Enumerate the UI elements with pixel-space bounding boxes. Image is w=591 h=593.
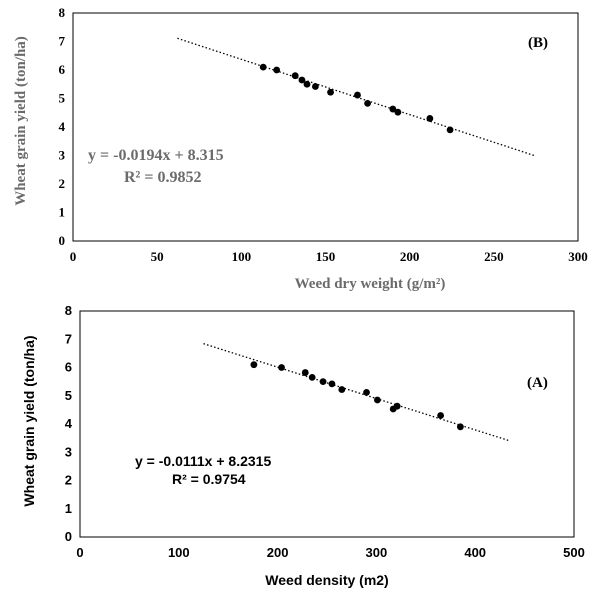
data-point: [328, 380, 336, 388]
x-axis-label: Weed density (m2): [265, 572, 388, 588]
x-tick-label: 300: [366, 545, 388, 560]
panel-label: (A): [527, 375, 548, 391]
x-tick-label: 200: [267, 545, 289, 560]
data-points: [250, 361, 464, 431]
regression-equation: y = -0.0111x + 8.2315: [135, 453, 271, 469]
x-tick-label: 0: [70, 249, 77, 264]
data-point: [259, 63, 267, 71]
x-tick-labels: 0 100 200 300 400 500: [76, 545, 584, 560]
y-tick-label: 0: [59, 233, 66, 248]
data-point: [338, 386, 346, 393]
y-tick-label: 2: [59, 176, 66, 191]
data-point: [426, 115, 434, 122]
data-point: [312, 83, 319, 90]
y-tick-label: 4: [59, 119, 66, 134]
data-point: [250, 361, 258, 369]
data-point: [446, 126, 454, 134]
data-point: [327, 88, 334, 96]
data-point: [363, 388, 370, 396]
data-point: [273, 66, 281, 74]
data-points: [259, 63, 454, 134]
y-tick-label: 8: [65, 303, 72, 318]
y-axis-label: Wheat grain yield (ton/ha): [13, 36, 29, 206]
data-point: [456, 423, 464, 431]
y-tick-label: 1: [65, 501, 72, 516]
y-tick-labels: 0 1 2 3 4 5 6 7 8: [59, 5, 66, 248]
y-tick-label: 3: [59, 148, 66, 163]
x-tick-label: 400: [464, 545, 486, 560]
y-tick-label: 4: [65, 416, 73, 431]
y-tick-label: 3: [65, 444, 72, 459]
y-tick-label: 1: [59, 205, 66, 220]
y-tick-labels: 0 1 2 3 4 5 6 7 8: [65, 303, 73, 544]
x-tick-label: 300: [568, 249, 588, 264]
data-point: [303, 80, 311, 88]
r-squared-label: R² = 0.9852: [124, 169, 201, 186]
y-tick-label: 5: [65, 388, 72, 403]
data-point: [291, 72, 299, 80]
data-point: [394, 108, 402, 116]
data-point: [373, 396, 381, 404]
plot-area-frame: [72, 12, 579, 242]
x-tick-label: 0: [76, 545, 83, 560]
data-point: [298, 76, 306, 84]
x-tick-label: 200: [400, 249, 420, 264]
data-point: [364, 99, 371, 107]
data-point: [301, 369, 309, 376]
x-tick-labels: 0 50 100 150 200 250 300: [70, 249, 588, 264]
y-tick-label: 2: [65, 473, 72, 488]
data-point: [389, 105, 397, 113]
x-tick-label: 500: [563, 545, 585, 560]
panel-label: (B): [528, 35, 548, 51]
x-tick-label: 100: [232, 249, 252, 264]
regression-equation: y = -0.0194x + 8.315: [88, 147, 224, 164]
data-point: [393, 402, 401, 410]
x-axis-label: Weed dry weight (g/m²): [295, 276, 446, 292]
chart-panel-b: 0 1 2 3 4 5 6 7 8 0 50 100 150 200 250 300 Wheat grain…: [13, 5, 588, 292]
data-point: [319, 378, 327, 386]
chart-panel-a: 0 1 2 3 4 5 6 7 8 0 100 200 300 400 500 Wheat grain y…: [21, 303, 585, 588]
x-tick-label: 50: [151, 249, 164, 264]
r-squared-label: R² = 0.9754: [172, 471, 246, 487]
data-point: [437, 412, 445, 419]
y-tick-label: 8: [59, 5, 66, 20]
plot-area-frame: [79, 310, 575, 538]
data-point: [354, 91, 361, 99]
data-point: [308, 373, 316, 381]
y-tick-label: 7: [59, 34, 66, 49]
y-tick-label: 6: [59, 62, 66, 77]
y-tick-label: 7: [65, 331, 72, 346]
x-tick-label: 150: [316, 249, 336, 264]
trendline-path: [203, 343, 510, 442]
trendline: [203, 343, 510, 442]
y-tick-label: 5: [59, 91, 66, 106]
x-tick-label: 250: [484, 249, 504, 264]
y-axis-label: Wheat grain yield (ton/ha): [21, 335, 37, 506]
y-tick-label: 0: [65, 529, 72, 544]
x-tick-label: 100: [168, 545, 190, 560]
data-point: [278, 364, 285, 371]
y-tick-label: 6: [65, 360, 72, 375]
